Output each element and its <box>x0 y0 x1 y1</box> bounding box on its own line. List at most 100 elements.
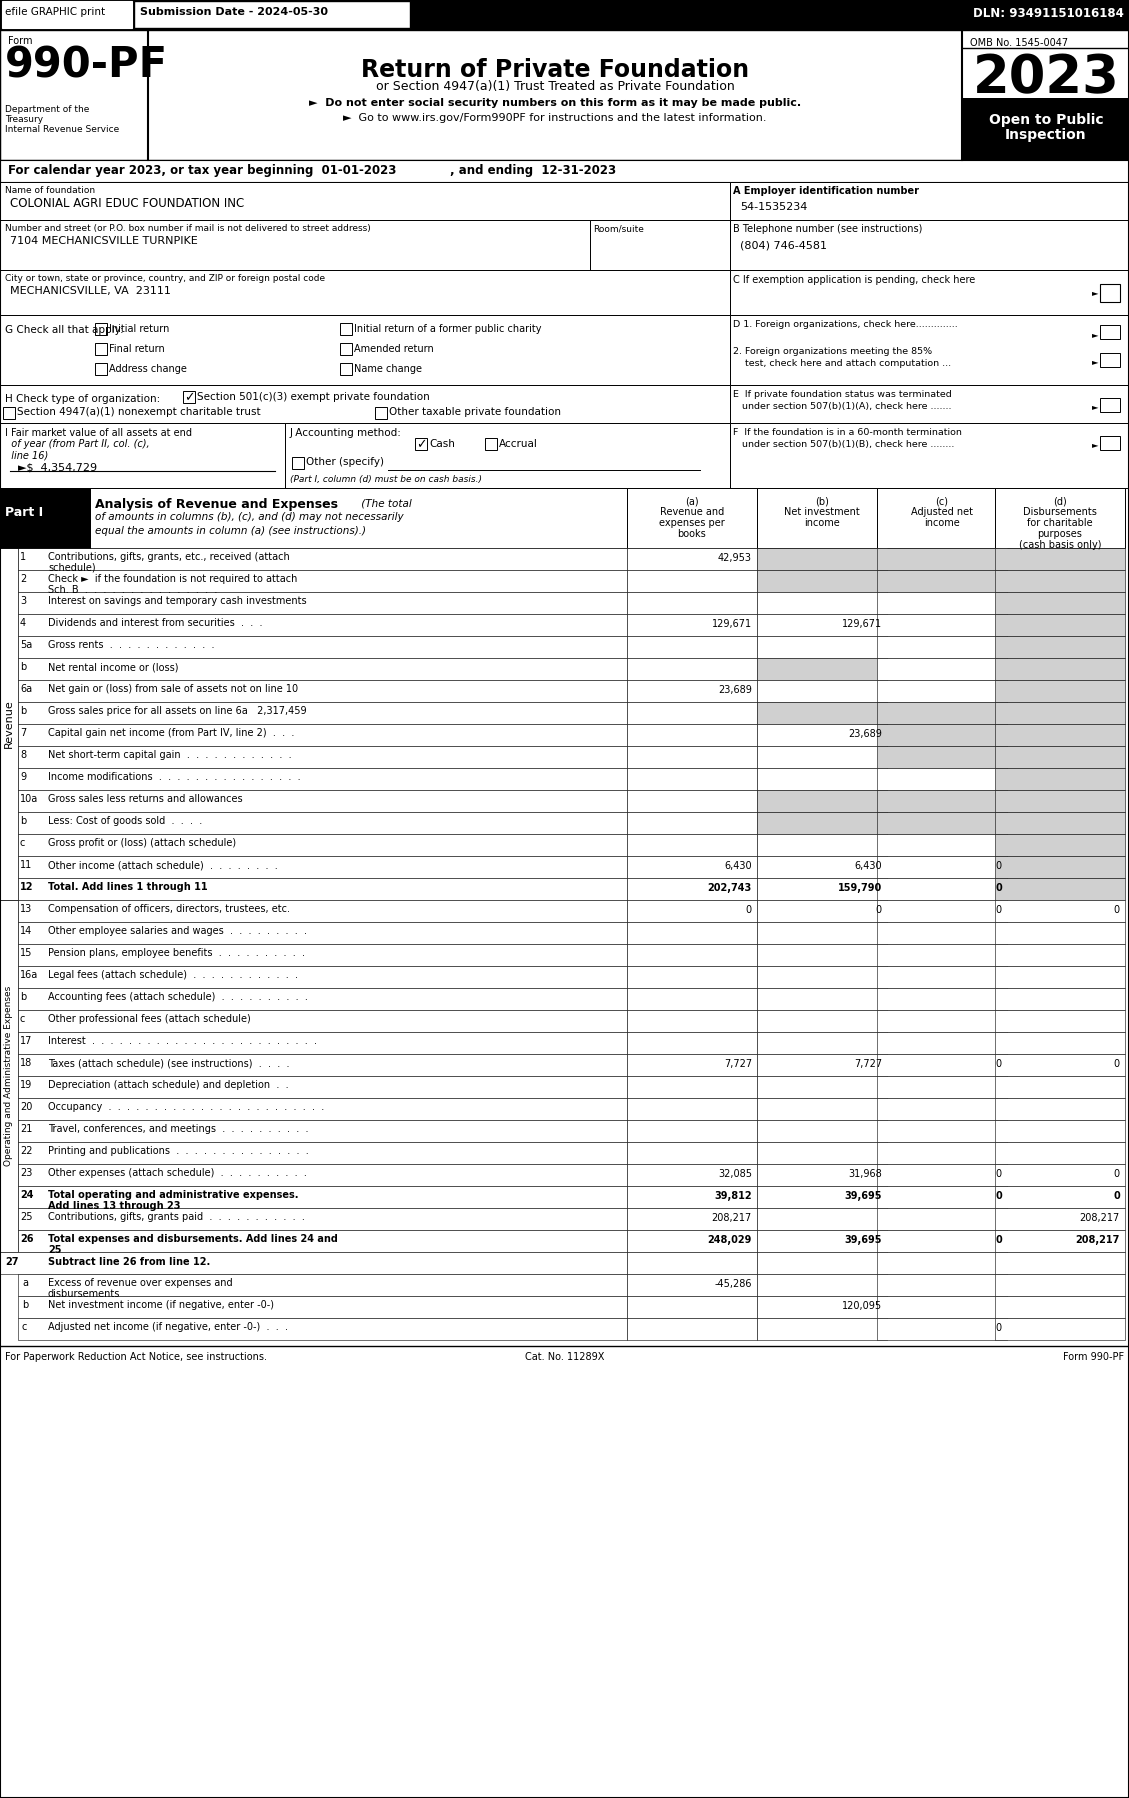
Bar <box>877 1054 1007 1075</box>
Text: 2. Foreign organizations meeting the 85%: 2. Foreign organizations meeting the 85% <box>733 347 933 356</box>
Bar <box>18 1318 627 1340</box>
Bar <box>877 1099 1007 1120</box>
Bar <box>18 1099 627 1120</box>
Bar <box>0 423 285 487</box>
Text: test, check here and attach computation ...: test, check here and attach computation … <box>745 360 951 369</box>
Text: Section 501(c)(3) exempt private foundation: Section 501(c)(3) exempt private foundat… <box>196 392 430 403</box>
Bar <box>995 1208 1124 1230</box>
Bar <box>627 1296 758 1318</box>
Text: 19: 19 <box>20 1081 33 1090</box>
Bar <box>877 813 1007 834</box>
Text: A Employer identification number: A Employer identification number <box>733 185 919 196</box>
Bar <box>877 789 1007 813</box>
Text: Other employee salaries and wages  .  .  .  .  .  .  .  .  .: Other employee salaries and wages . . . … <box>49 926 307 937</box>
Bar <box>183 390 195 403</box>
Text: Internal Revenue Service: Internal Revenue Service <box>5 126 120 135</box>
Bar <box>18 1120 627 1142</box>
Text: MECHANICSVILLE, VA  23111: MECHANICSVILLE, VA 23111 <box>10 286 170 297</box>
Text: (b): (b) <box>815 496 829 505</box>
Text: Other expenses (attach schedule)  .  .  .  .  .  .  .  .  .  .: Other expenses (attach schedule) . . . .… <box>49 1169 307 1178</box>
Text: Treasury: Treasury <box>5 115 43 124</box>
Bar <box>18 592 627 613</box>
Bar <box>877 1187 1007 1208</box>
Bar <box>995 966 1124 987</box>
Bar <box>758 487 887 548</box>
Bar <box>995 1075 1124 1099</box>
Text: Sch. B  .  .  .  .  .  .  .  .  .  .  .  .  .  .  .: Sch. B . . . . . . . . . . . . . . . <box>49 584 218 595</box>
Bar <box>758 1187 887 1208</box>
Bar <box>877 725 1007 746</box>
Bar <box>627 1208 758 1230</box>
Text: b: b <box>20 992 26 1001</box>
Bar <box>995 570 1124 592</box>
Bar <box>758 987 887 1010</box>
Bar <box>995 768 1124 789</box>
Bar <box>90 487 627 548</box>
Text: Open to Public: Open to Public <box>989 113 1103 128</box>
Bar <box>730 423 1129 487</box>
Text: 202,743: 202,743 <box>708 883 752 894</box>
Bar <box>877 944 1007 966</box>
Bar <box>758 1120 887 1142</box>
Bar <box>758 1032 887 1054</box>
Bar <box>0 487 90 548</box>
Text: Return of Private Foundation: Return of Private Foundation <box>361 58 749 83</box>
Bar <box>18 768 627 789</box>
Text: 6,430: 6,430 <box>855 861 882 870</box>
Bar <box>995 813 1124 834</box>
Bar <box>758 768 887 789</box>
Text: 39,695: 39,695 <box>844 1190 882 1201</box>
Text: 13: 13 <box>20 904 33 913</box>
Bar <box>877 1075 1007 1099</box>
Bar <box>877 901 1007 922</box>
Bar <box>758 1318 887 1340</box>
Text: Interest on savings and temporary cash investments: Interest on savings and temporary cash i… <box>49 595 307 606</box>
Bar <box>877 1251 1007 1275</box>
Bar <box>627 856 758 877</box>
Bar <box>95 324 107 334</box>
Text: Operating and Administrative Expenses: Operating and Administrative Expenses <box>5 985 14 1167</box>
Text: 0: 0 <box>876 904 882 915</box>
Text: Analysis of Revenue and Expenses: Analysis of Revenue and Expenses <box>95 498 338 511</box>
Text: ►: ► <box>1092 358 1099 367</box>
Bar <box>877 701 1007 725</box>
Bar <box>758 592 887 613</box>
Text: 0: 0 <box>996 904 1003 915</box>
Text: income: income <box>804 518 840 529</box>
Text: b: b <box>21 1300 28 1311</box>
Text: 0: 0 <box>996 1169 1003 1179</box>
Text: 6,430: 6,430 <box>725 861 752 870</box>
Text: Check ►  if the foundation is not required to attach: Check ► if the foundation is not require… <box>49 574 297 584</box>
Bar <box>995 1251 1124 1275</box>
Bar <box>877 1318 1007 1340</box>
Bar <box>627 1142 758 1163</box>
Bar <box>995 680 1124 701</box>
Text: Contributions, gifts, grants paid  .  .  .  .  .  .  .  .  .  .  .: Contributions, gifts, grants paid . . . … <box>49 1212 305 1223</box>
Bar <box>995 701 1124 725</box>
Text: F  If the foundation is in a 60-month termination: F If the foundation is in a 60-month ter… <box>733 428 962 437</box>
Text: ►: ► <box>1092 288 1099 297</box>
Bar <box>627 680 758 701</box>
Bar <box>18 1163 627 1187</box>
Bar <box>758 658 887 680</box>
Bar <box>627 1163 758 1187</box>
Bar <box>590 219 730 270</box>
Text: under section 507(b)(1)(B), check here ........: under section 507(b)(1)(B), check here .… <box>733 441 954 450</box>
Bar <box>18 901 627 922</box>
Bar <box>18 725 627 746</box>
Bar <box>627 966 758 987</box>
Bar <box>627 1054 758 1075</box>
Text: 3: 3 <box>20 595 26 606</box>
Text: b: b <box>20 707 26 716</box>
Bar <box>995 1010 1124 1032</box>
Bar <box>995 856 1124 877</box>
Bar <box>292 457 304 469</box>
Text: Revenue: Revenue <box>5 699 14 748</box>
Bar <box>627 813 758 834</box>
Bar <box>995 746 1124 768</box>
Text: Capital gain net income (from Part IV, line 2)  .  .  .: Capital gain net income (from Part IV, l… <box>49 728 295 737</box>
Text: efile GRAPHIC print: efile GRAPHIC print <box>5 7 105 16</box>
Text: 2: 2 <box>20 574 26 584</box>
Bar <box>758 856 887 877</box>
Text: Other (specify): Other (specify) <box>306 457 384 467</box>
